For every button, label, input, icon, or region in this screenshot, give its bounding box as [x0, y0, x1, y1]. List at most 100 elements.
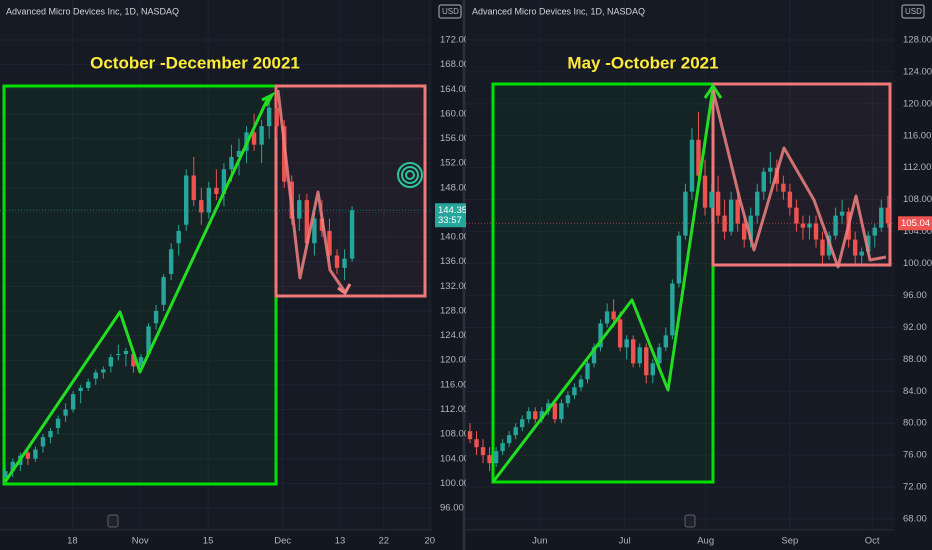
candle-body	[480, 447, 486, 456]
symbol-title: Advanced Micro Devices Inc, 1D, NASDAQ	[6, 6, 179, 16]
y-tick-label: 132.00	[440, 281, 469, 292]
y-tick-label: 88.00	[903, 354, 927, 365]
y-tick-label: 124.00	[440, 330, 469, 341]
y-tick-label: 172.00	[440, 35, 469, 46]
candle-body	[761, 171, 766, 192]
candle-body	[872, 227, 877, 236]
y-tick-label: 152.00	[440, 158, 469, 169]
annotation-title: May -October 2021	[567, 53, 718, 72]
currency-label: USD	[905, 7, 922, 16]
candle-body	[513, 427, 518, 436]
y-tick-label: 96.00	[903, 290, 927, 301]
candle-body	[813, 223, 819, 240]
y-tick-label: 128.00	[903, 35, 932, 46]
candle-body	[266, 107, 272, 127]
candle-body	[493, 451, 499, 464]
candle-body	[191, 175, 196, 201]
target-icon	[401, 166, 419, 184]
candle-body	[565, 395, 571, 404]
candle-body	[839, 211, 845, 216]
candle-body	[101, 369, 106, 373]
candle-body	[334, 255, 340, 268]
candle-body	[885, 207, 891, 224]
candle-body	[866, 235, 871, 252]
candle-body	[559, 403, 564, 420]
candle-body	[735, 199, 740, 224]
y-tick-label: 112.00	[440, 404, 468, 415]
candle-body	[116, 354, 121, 356]
y-tick-label: 128.00	[440, 305, 469, 316]
candle-body	[251, 132, 257, 145]
candle-body	[644, 347, 649, 376]
y-tick-label: 100.00	[903, 258, 932, 269]
x-tick-label: Jul	[619, 536, 631, 547]
y-tick-label: 168.00	[440, 59, 469, 70]
candle-body	[520, 419, 525, 428]
candle-body	[833, 215, 838, 236]
candle-body	[663, 335, 669, 348]
candle-body	[176, 230, 181, 244]
candle-body	[33, 449, 38, 459]
candle-body	[184, 175, 189, 225]
annotation-arrow	[703, 83, 723, 99]
candle-body	[741, 223, 747, 240]
symbol-title: Advanced Micro Devices Inc, 1D, NASDAQ	[472, 6, 645, 16]
candle-body	[206, 187, 212, 213]
candle-body	[676, 235, 682, 284]
y-tick-label: 156.00	[440, 133, 469, 144]
y-tick-label: 140.00	[440, 232, 469, 243]
x-tick-label: Aug	[697, 536, 714, 547]
annotation-title: October -December 20021	[90, 53, 300, 72]
candle-body	[342, 258, 347, 268]
candle-body	[10, 461, 16, 472]
y-tick-label: 104.00	[903, 226, 932, 237]
annotation-zigzag	[491, 87, 715, 483]
candle-body	[70, 394, 76, 410]
y-tick-label: 100.00	[440, 478, 469, 489]
candle-body	[304, 200, 310, 244]
y-tick-label: 76.00	[903, 450, 927, 461]
currency-box	[438, 4, 462, 19]
candle-body	[768, 167, 773, 172]
candle-body	[552, 403, 558, 420]
candle-body	[585, 363, 590, 380]
x-tick-label: Dec	[274, 536, 291, 547]
y-tick-label: 120.00	[903, 98, 932, 109]
candle-body	[604, 311, 610, 324]
candle-body	[683, 191, 688, 236]
candle-body	[467, 431, 473, 440]
candle-body	[533, 411, 538, 420]
candle-body	[820, 239, 825, 256]
candle-body	[274, 107, 279, 127]
currency-box	[901, 4, 925, 19]
candle-body	[93, 372, 98, 379]
candle-body	[221, 169, 227, 194]
candle-body	[55, 418, 61, 428]
last-price-badge	[435, 203, 469, 228]
y-tick-label: 68.00	[903, 514, 927, 525]
candle-body	[63, 409, 68, 416]
candle-body	[86, 381, 91, 388]
earnings-icon	[107, 514, 119, 528]
y-tick-label: 72.00	[903, 482, 927, 493]
candle-body	[637, 347, 642, 364]
y-tick-label: 164.00	[440, 84, 469, 95]
annotation-box	[274, 84, 427, 298]
x-tick-label: 20	[424, 536, 435, 547]
x-tick-label: 22	[378, 536, 389, 547]
candle-body	[48, 431, 53, 438]
annotation-zigzag	[3, 97, 270, 483]
chart-panel: 96.00 100.00 104.00 108.00 112.00 116.00 120.0…	[0, 0, 469, 547]
y-tick-label: 108.00	[440, 429, 469, 440]
annotation-zigzag	[276, 89, 347, 293]
candle-body	[852, 239, 858, 256]
candle-body	[709, 191, 714, 208]
candle-body	[807, 223, 812, 228]
candle-body	[715, 191, 721, 216]
countdown-label: 33:57	[438, 215, 462, 226]
candle-body	[25, 452, 31, 459]
x-tick-label: Oct	[865, 536, 880, 547]
annotation-zigzag	[711, 89, 887, 269]
candle-body	[108, 357, 114, 367]
candle-body	[859, 251, 864, 256]
